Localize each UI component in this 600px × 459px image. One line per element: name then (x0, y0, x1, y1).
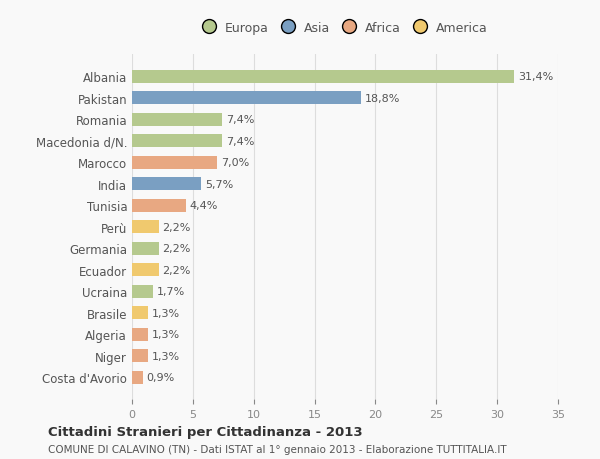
Bar (132, 113, 222, 127)
Text: 0,9%: 0,9% (146, 372, 175, 382)
Text: 5,7%: 5,7% (205, 179, 233, 189)
Bar (132, 349, 148, 362)
Text: 1,3%: 1,3% (151, 308, 179, 318)
Bar (132, 242, 159, 255)
Legend: Europa, Asia, Africa, America: Europa, Asia, Africa, America (197, 17, 493, 39)
Text: 31,4%: 31,4% (518, 72, 553, 82)
Text: 7,0%: 7,0% (221, 158, 249, 168)
Text: 1,3%: 1,3% (151, 351, 179, 361)
Bar (132, 178, 202, 191)
Text: Cittadini Stranieri per Cittadinanza - 2013: Cittadini Stranieri per Cittadinanza - 2… (48, 425, 362, 438)
Text: 2,2%: 2,2% (163, 265, 191, 275)
Bar (132, 307, 148, 319)
Text: 2,2%: 2,2% (163, 244, 191, 254)
Text: 1,3%: 1,3% (151, 330, 179, 339)
Bar (132, 263, 159, 276)
Bar (132, 328, 148, 341)
Text: 18,8%: 18,8% (364, 94, 400, 104)
Text: 7,4%: 7,4% (226, 115, 254, 125)
Bar (132, 199, 185, 212)
Text: COMUNE DI CALAVINO (TN) - Dati ISTAT al 1° gennaio 2013 - Elaborazione TUTTITALI: COMUNE DI CALAVINO (TN) - Dati ISTAT al … (48, 444, 506, 454)
Bar (132, 71, 514, 84)
Bar (132, 371, 143, 384)
Bar (132, 285, 152, 298)
Text: 7,4%: 7,4% (226, 136, 254, 146)
Text: 1,7%: 1,7% (157, 286, 185, 297)
Text: 4,4%: 4,4% (189, 201, 218, 211)
Bar (132, 92, 361, 105)
Bar (132, 157, 217, 169)
Text: 2,2%: 2,2% (163, 222, 191, 232)
Bar (132, 135, 222, 148)
Bar (132, 221, 159, 234)
